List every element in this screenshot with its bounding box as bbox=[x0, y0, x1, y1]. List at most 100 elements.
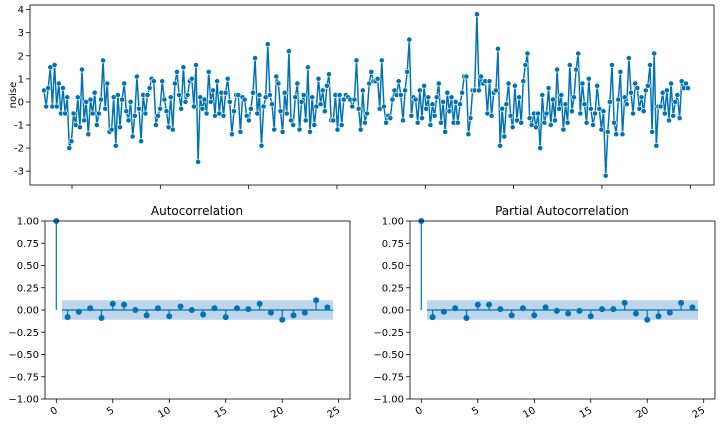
noise-point bbox=[222, 89, 229, 96]
noise-point bbox=[290, 122, 297, 128]
noise-point bbox=[81, 117, 87, 124]
noise-point bbox=[152, 122, 159, 128]
noise-point bbox=[473, 11, 480, 18]
noise-point bbox=[317, 101, 324, 108]
noise-point bbox=[161, 96, 168, 103]
noise-point bbox=[520, 78, 527, 85]
autocorrelation-stem-marker bbox=[188, 307, 195, 313]
noise-point bbox=[459, 89, 465, 96]
noise-point bbox=[182, 99, 189, 105]
noise-point bbox=[355, 105, 362, 112]
noise-point bbox=[250, 89, 256, 96]
noise-point bbox=[277, 108, 284, 115]
noise-point bbox=[256, 92, 263, 98]
noise-point bbox=[539, 92, 546, 98]
noise-point bbox=[315, 75, 322, 82]
noise-point bbox=[676, 115, 683, 121]
noise-point bbox=[588, 105, 594, 112]
noise-point bbox=[547, 122, 554, 128]
noise-point bbox=[416, 87, 423, 94]
noise-point bbox=[585, 75, 592, 82]
autocorrelation-y-ticks: 1.00 0.75 0.50 0.25 0.00 −0.25 −0.50 −0.75 −1.00 bbox=[8, 217, 45, 406]
noise-point bbox=[195, 158, 201, 165]
partial-autocorrelation-stem-marker bbox=[655, 313, 662, 320]
noise-point bbox=[526, 115, 533, 121]
noise-point bbox=[45, 85, 52, 91]
noise-point bbox=[285, 48, 292, 55]
partial-autocorrelation-stem-marker bbox=[666, 309, 673, 316]
noise-point bbox=[431, 112, 438, 119]
noise-point bbox=[163, 108, 170, 115]
noise-point bbox=[617, 69, 624, 75]
noise-point bbox=[98, 96, 104, 103]
noise-plot-frame bbox=[29, 4, 715, 186]
autocorrelation-stem-marker bbox=[267, 309, 274, 316]
noise-point bbox=[91, 89, 98, 96]
noise-point bbox=[260, 103, 267, 110]
noise-point bbox=[155, 112, 161, 119]
autocorrelation-stem-marker bbox=[211, 305, 218, 312]
noise-point bbox=[269, 101, 275, 108]
noise-point bbox=[533, 124, 539, 131]
autocorrelation-stems bbox=[53, 218, 334, 323]
noise-point bbox=[311, 122, 318, 128]
noise-point bbox=[203, 110, 210, 117]
noise-point bbox=[55, 80, 62, 87]
noise-point bbox=[247, 105, 254, 112]
autocorrelation-y-tick-label: −0.50 bbox=[8, 350, 39, 361]
noise-point bbox=[554, 66, 560, 73]
noise-point bbox=[674, 92, 681, 98]
noise-point bbox=[62, 110, 68, 117]
noise-point bbox=[402, 87, 408, 94]
noise-point bbox=[228, 131, 235, 138]
partial-autocorrelation-stem-marker bbox=[440, 308, 447, 315]
noise-point bbox=[566, 62, 573, 68]
noise-point bbox=[243, 112, 250, 119]
noise-point bbox=[102, 105, 109, 112]
noise-point bbox=[224, 75, 231, 82]
noise-point bbox=[68, 138, 75, 145]
autocorrelation-x-tick-label: 0 bbox=[49, 405, 60, 418]
noise-point bbox=[668, 80, 674, 87]
noise-point bbox=[512, 82, 518, 89]
noise-point bbox=[368, 69, 375, 75]
noise-point bbox=[85, 131, 92, 138]
autocorrelation-stem-marker bbox=[98, 315, 105, 322]
noise-point bbox=[349, 103, 356, 110]
noise-point bbox=[435, 80, 442, 87]
noise-point bbox=[157, 105, 163, 112]
noise-point bbox=[281, 89, 288, 96]
noise-point bbox=[237, 128, 244, 135]
autocorrelation-stem-marker bbox=[75, 308, 82, 315]
noise-point bbox=[425, 94, 432, 101]
partial-autocorrelation-stems bbox=[418, 218, 699, 323]
noise-point bbox=[275, 80, 282, 87]
noise-point bbox=[43, 103, 49, 110]
noise-x-ticks bbox=[71, 185, 691, 189]
noise-point bbox=[408, 112, 415, 119]
noise-point bbox=[419, 115, 425, 121]
noise-point bbox=[486, 78, 493, 85]
noise-point bbox=[205, 69, 212, 75]
noise-point bbox=[395, 78, 402, 85]
noise-point bbox=[380, 103, 387, 110]
noise-point bbox=[292, 94, 299, 101]
partial-autocorrelation-stem-marker bbox=[531, 312, 538, 319]
noise-point bbox=[254, 110, 261, 117]
noise-point bbox=[266, 92, 273, 98]
noise-point bbox=[264, 41, 271, 48]
partial-autocorrelation-stem-marker bbox=[599, 306, 606, 313]
noise-point bbox=[440, 99, 446, 105]
noise-point bbox=[541, 119, 548, 126]
autocorrelation-stem-marker bbox=[324, 304, 331, 311]
noise-point bbox=[87, 96, 94, 103]
noise-point bbox=[125, 117, 132, 124]
noise-point bbox=[142, 110, 149, 117]
noise-point bbox=[550, 96, 556, 103]
noise-point bbox=[167, 94, 174, 101]
noise-y-tick-label: 1 bbox=[18, 74, 24, 85]
noise-point bbox=[330, 117, 337, 124]
noise-point bbox=[640, 108, 647, 115]
noise-point bbox=[60, 85, 66, 91]
autocorrelation-stem-marker bbox=[222, 314, 229, 321]
